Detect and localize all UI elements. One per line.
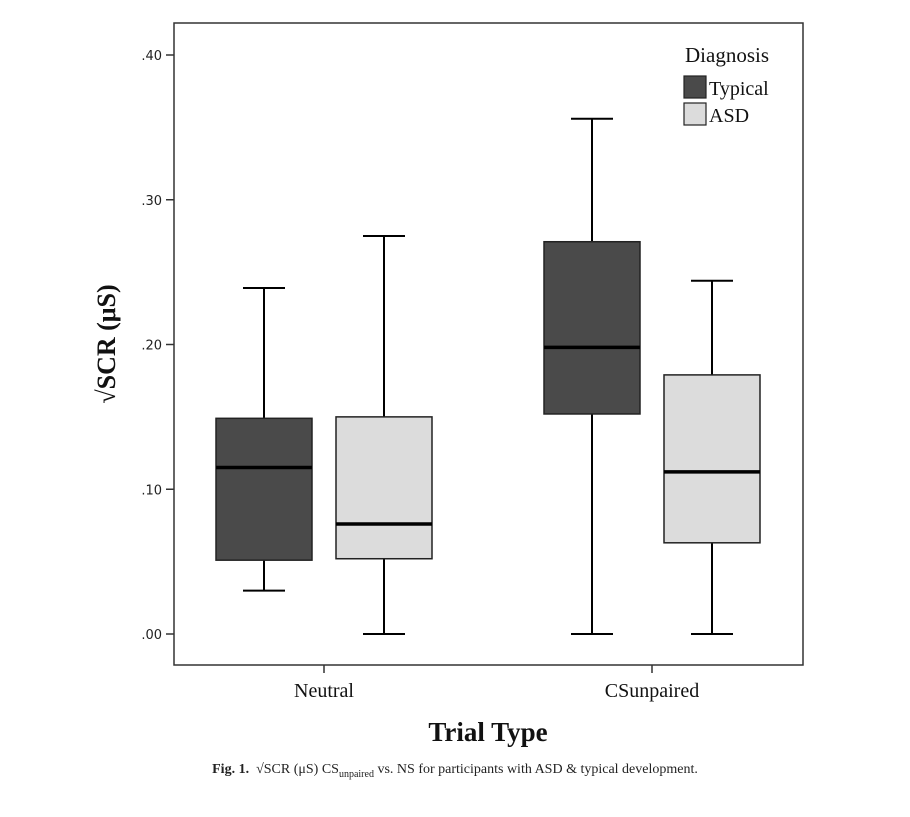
x-axis: Neutral CSunpaired (294, 665, 699, 702)
legend-swatch-asd (683, 102, 707, 126)
caption-label: Fig. 1. (212, 762, 250, 777)
caption-text-part1: √SCR (μS) CS (256, 762, 339, 777)
legend-swatch-typical (683, 75, 707, 99)
iqr-box (215, 417, 313, 561)
legend-label-typical: Typical (709, 78, 769, 100)
caption-subscript: unpaired (338, 768, 374, 780)
legend: Diagnosis Typical ASD (683, 43, 769, 127)
y-tick-label: .40 (141, 49, 162, 64)
box-typical-csunpaired (543, 117, 641, 635)
box-asd-neutral (335, 234, 433, 635)
y-tick-label: .10 (141, 483, 162, 498)
y-axis: .00 .10 .20 .30 .40 (141, 49, 174, 643)
y-axis-title: √SCR (μS) (92, 284, 121, 403)
y-tick-label: .30 (141, 194, 162, 209)
iqr-box (543, 240, 641, 415)
caption-text-part2: vs. NS for participants with ASD & typic… (373, 762, 698, 777)
figure-caption: Fig. 1. √SCR (μS) CSunpaired vs. NS for … (0, 762, 910, 780)
x-tick-label: Neutral (294, 680, 354, 702)
x-axis-title: Trial Type (428, 717, 547, 747)
legend-label-asd: ASD (709, 105, 749, 127)
box-group (215, 117, 761, 635)
y-tick-label: .00 (141, 628, 162, 643)
legend-title: Diagnosis (685, 43, 769, 67)
box-asd-csunpaired (663, 279, 761, 635)
iqr-box (335, 416, 433, 560)
box-typical-neutral (215, 287, 313, 592)
boxplot-chart: .00 .10 .20 .30 .40 Neutral CSunpaired Diagno… (92, 22, 804, 747)
iqr-box (663, 374, 761, 544)
x-tick-label: CSunpaired (605, 680, 699, 702)
y-tick-label: .20 (141, 339, 162, 354)
